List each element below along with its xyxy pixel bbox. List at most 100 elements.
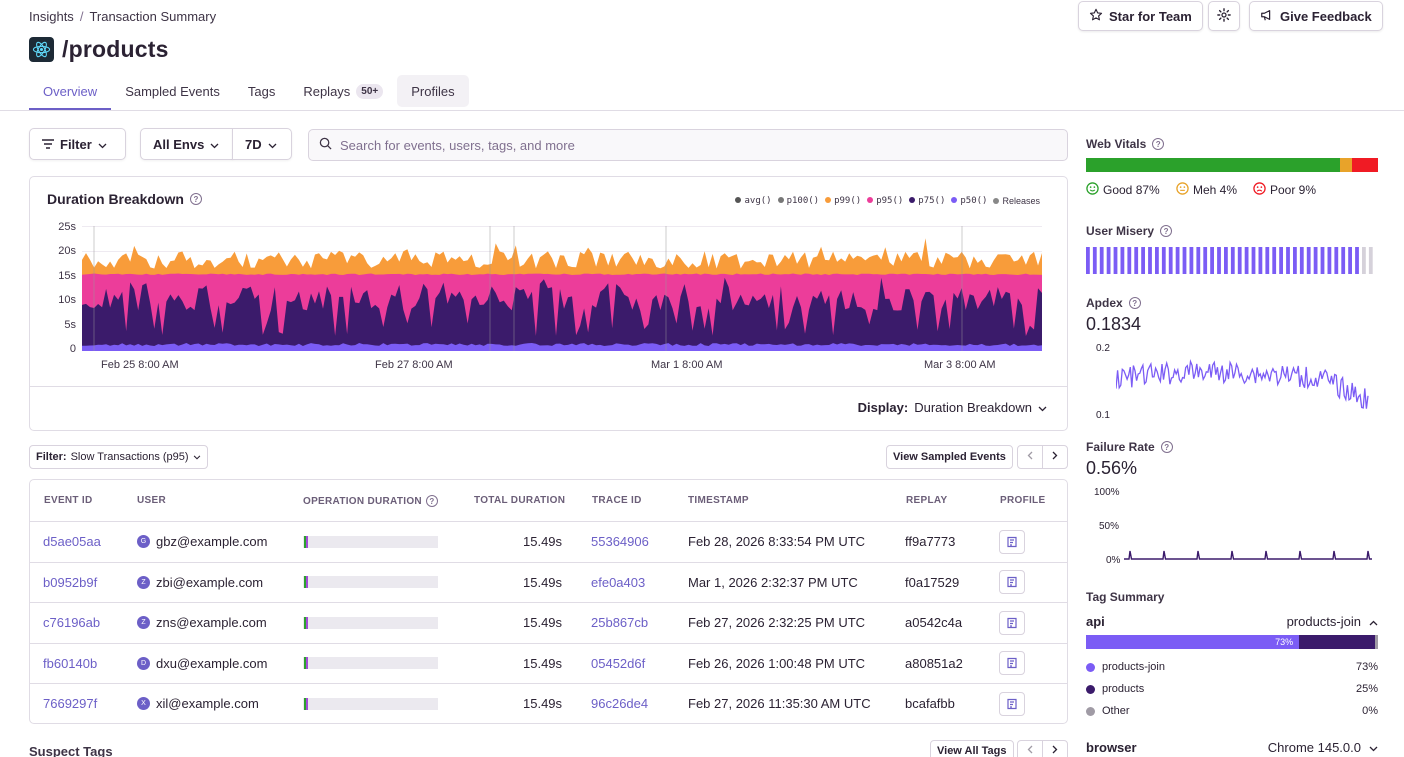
page-title: /products bbox=[62, 36, 169, 62]
user-misery-segment bbox=[1265, 247, 1270, 274]
profile-icon bbox=[1007, 536, 1017, 547]
tags-previous-button[interactable] bbox=[1017, 740, 1043, 757]
legend-p75[interactable]: p75() bbox=[909, 196, 945, 206]
tag-segment-other[interactable] bbox=[1375, 635, 1378, 649]
help-icon[interactable]: ? bbox=[1160, 225, 1173, 237]
apdex-label: Apdex? bbox=[1086, 296, 1141, 310]
view-profile-button[interactable] bbox=[999, 610, 1025, 635]
operation-duration-bar[interactable] bbox=[303, 535, 438, 548]
trace-id-link[interactable]: 55364906 bbox=[591, 534, 649, 549]
help-icon[interactable]: ? bbox=[1160, 441, 1173, 453]
replay-id[interactable]: a80851a2 bbox=[905, 655, 963, 671]
trace-id-link[interactable]: 25b867cb bbox=[591, 615, 649, 630]
view-sampled-events-button[interactable]: View Sampled Events bbox=[886, 445, 1013, 469]
tag-value-row[interactable]: Other 0% bbox=[1086, 705, 1378, 717]
view-profile-button[interactable] bbox=[999, 570, 1025, 594]
trace-id-link[interactable]: 05452d6f bbox=[591, 655, 646, 671]
legend-p95[interactable]: p95() bbox=[867, 196, 903, 206]
replay-id[interactable]: bcafafbb bbox=[905, 696, 955, 711]
tag-value-row[interactable]: products-join 73% bbox=[1086, 661, 1378, 673]
operation-duration-bar[interactable] bbox=[303, 657, 438, 669]
tags-next-button[interactable] bbox=[1042, 740, 1068, 757]
trace-id-link[interactable]: efe0a403 bbox=[591, 574, 646, 590]
megaphone-icon bbox=[1260, 8, 1274, 25]
filter-button[interactable]: Filter bbox=[29, 128, 126, 160]
settings-button[interactable] bbox=[1208, 1, 1240, 31]
event-id-link[interactable]: fb60140b bbox=[43, 655, 98, 671]
next-page-button[interactable] bbox=[1042, 445, 1068, 469]
color-dot-icon bbox=[1086, 684, 1095, 694]
transactions-filter-dropdown[interactable]: Filter: Slow Transactions (p95) bbox=[29, 445, 208, 469]
display-selector[interactable]: Display: Duration Breakdown bbox=[858, 400, 1047, 415]
operation-duration-bar[interactable] bbox=[303, 616, 438, 629]
x-tick: Mar 1 8:00 AM bbox=[651, 359, 723, 371]
tab-tags[interactable]: Tags bbox=[247, 83, 276, 99]
y-tick: 20s bbox=[58, 245, 76, 257]
tab-sampled-events[interactable]: Sampled Events bbox=[125, 83, 220, 99]
tag-segment-products-join[interactable]: 73% bbox=[1086, 635, 1300, 649]
legend-avg[interactable]: avg() bbox=[735, 196, 772, 206]
event-id-link[interactable]: d5ae05aa bbox=[43, 534, 101, 549]
chevron-down-icon bbox=[268, 137, 277, 152]
tab-profiles[interactable]: Profiles bbox=[397, 75, 469, 107]
previous-page-button[interactable] bbox=[1017, 445, 1043, 469]
replays-count-badge: 50+ bbox=[356, 83, 384, 99]
time-period-label: 7D bbox=[245, 136, 262, 152]
legend-releases[interactable]: Releases bbox=[993, 196, 1040, 206]
tab-replays[interactable]: Replays 50+ bbox=[289, 75, 397, 107]
y-tick: 25s bbox=[58, 221, 76, 233]
operation-duration-bar[interactable] bbox=[303, 576, 438, 588]
column-header-user: User bbox=[137, 495, 166, 506]
tab-overview[interactable]: Overview bbox=[29, 75, 112, 110]
view-profile-button[interactable] bbox=[999, 691, 1025, 716]
search-input[interactable]: Search for events, users, tags, and more bbox=[308, 129, 1068, 161]
view-all-tags-button[interactable]: View All Tags bbox=[930, 740, 1014, 757]
time-period-selector[interactable]: 7D bbox=[232, 128, 292, 160]
duration-breakdown-chart[interactable] bbox=[82, 226, 1042, 351]
event-id-link[interactable]: b0952b9f bbox=[43, 574, 98, 590]
user-misery-segment bbox=[1141, 247, 1145, 274]
chevron-down-icon bbox=[1369, 740, 1378, 755]
star-for-team-button[interactable]: Star for Team bbox=[1078, 1, 1203, 31]
apdex-sparkline bbox=[1116, 358, 1369, 409]
environment-selector[interactable]: All Envs bbox=[140, 128, 233, 160]
legend-p99[interactable]: p99() bbox=[825, 196, 861, 206]
replay-id[interactable]: ff9a7773 bbox=[905, 534, 956, 549]
tag-value-row[interactable]: products 25% bbox=[1086, 683, 1378, 695]
chart-title: Duration Breakdown ? bbox=[47, 191, 202, 207]
user-misery-segment bbox=[1299, 247, 1304, 274]
profile-icon bbox=[1007, 576, 1017, 588]
give-feedback-label: Give Feedback bbox=[1280, 8, 1372, 24]
trace-id-link[interactable]: 96c26de4 bbox=[591, 696, 649, 711]
give-feedback-button[interactable]: Give Feedback bbox=[1249, 1, 1383, 31]
help-icon[interactable]: ? bbox=[1152, 138, 1165, 150]
tag-summary-browser-header[interactable]: browser Chrome 145.0.0 bbox=[1086, 740, 1378, 755]
breadcrumb-parent[interactable]: Insights bbox=[29, 9, 74, 24]
event-id-link[interactable]: 7669297f bbox=[43, 696, 98, 711]
view-profile-button[interactable] bbox=[999, 529, 1025, 554]
legend-p50[interactable]: p50() bbox=[951, 196, 987, 206]
replay-id[interactable]: f0a17529 bbox=[905, 574, 960, 590]
user-misery-bar bbox=[1086, 247, 1373, 274]
event-id-link[interactable]: c76196ab bbox=[43, 615, 101, 630]
user-misery-segment bbox=[1327, 247, 1332, 274]
page-header: /products bbox=[29, 36, 169, 63]
legend-p100[interactable]: p100() bbox=[777, 196, 819, 206]
tag-summary-api-header[interactable]: api products-join bbox=[1086, 614, 1378, 629]
x-tick: Feb 25 8:00 AM bbox=[101, 359, 179, 371]
view-profile-button[interactable] bbox=[999, 651, 1025, 675]
failure-rate-sparkline bbox=[1124, 550, 1372, 560]
tag-segment-products[interactable] bbox=[1299, 635, 1376, 649]
failure-rate-value: 0.56% bbox=[1086, 458, 1138, 478]
help-icon[interactable]: ? bbox=[189, 193, 202, 205]
operation-duration-bar[interactable] bbox=[303, 697, 438, 710]
replay-id[interactable]: a0542c4a bbox=[905, 615, 963, 630]
help-icon[interactable]: ? bbox=[1128, 297, 1141, 309]
help-icon[interactable]: ? bbox=[425, 495, 438, 507]
user-misery-segment bbox=[1099, 247, 1104, 274]
